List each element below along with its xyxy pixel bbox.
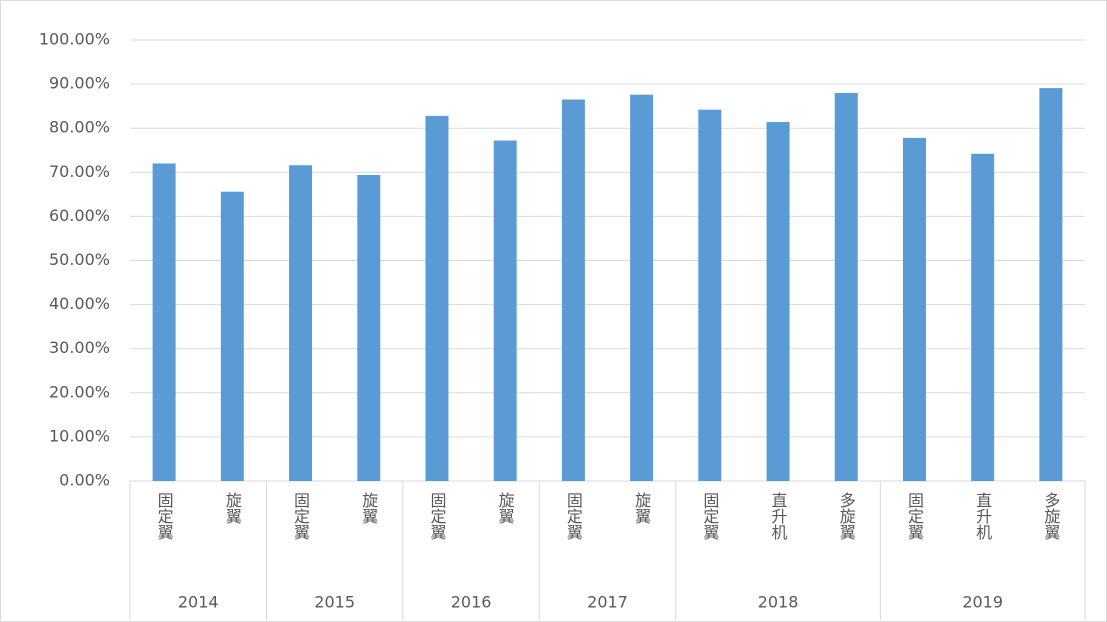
y-tick-label: 80.00% bbox=[49, 118, 110, 137]
bar bbox=[357, 174, 381, 482]
bar bbox=[834, 92, 858, 482]
group-label: 2019 bbox=[962, 593, 1003, 612]
y-tick-label: 70.00% bbox=[49, 162, 110, 181]
bar bbox=[561, 99, 585, 481]
y-tick-label: 10.00% bbox=[49, 426, 110, 445]
x-tick-label: 固定翼 bbox=[291, 492, 310, 540]
x-tick-label: 旋翼 bbox=[496, 492, 515, 524]
bar bbox=[766, 122, 790, 481]
group-label: 2017 bbox=[587, 593, 628, 612]
x-tick-label: 旋翼 bbox=[632, 492, 651, 524]
x-tick-label: 直升机 bbox=[973, 492, 992, 541]
y-tick-label: 50.00% bbox=[49, 250, 110, 269]
x-tick-label: 固定翼 bbox=[905, 492, 924, 540]
bar bbox=[152, 163, 176, 482]
x-tick-label: 多旋翼 bbox=[1041, 492, 1060, 540]
bar bbox=[1039, 88, 1063, 481]
x-tick-label: 直升机 bbox=[769, 492, 788, 541]
y-tick-label: 60.00% bbox=[49, 206, 110, 225]
bar bbox=[698, 109, 722, 481]
x-tick-label: 多旋翼 bbox=[837, 492, 856, 540]
x-tick-label: 旋翼 bbox=[359, 492, 378, 524]
bar bbox=[902, 137, 926, 482]
x-tick-label: 固定翼 bbox=[564, 492, 583, 540]
y-tick-label: 30.00% bbox=[49, 338, 110, 357]
bar bbox=[493, 140, 517, 481]
x-tick-label: 固定翼 bbox=[427, 492, 446, 540]
x-tick-label: 固定翼 bbox=[700, 492, 719, 540]
group-label: 2018 bbox=[758, 593, 799, 612]
x-tick-label: 固定翼 bbox=[155, 492, 174, 540]
group-label: 2015 bbox=[314, 593, 355, 612]
group-label: 2016 bbox=[451, 593, 492, 612]
y-tick-label: 100.00% bbox=[39, 30, 110, 49]
bar bbox=[971, 153, 995, 481]
y-tick-label: 20.00% bbox=[49, 382, 110, 401]
bar bbox=[289, 165, 313, 481]
y-tick-label: 40.00% bbox=[49, 294, 110, 313]
y-tick-label: 90.00% bbox=[49, 74, 110, 93]
bar bbox=[220, 191, 244, 482]
x-tick-label: 旋翼 bbox=[223, 492, 242, 524]
y-tick-label: 0.00% bbox=[59, 471, 110, 490]
bar bbox=[630, 94, 654, 482]
group-label: 2014 bbox=[178, 593, 219, 612]
bar bbox=[425, 115, 449, 482]
